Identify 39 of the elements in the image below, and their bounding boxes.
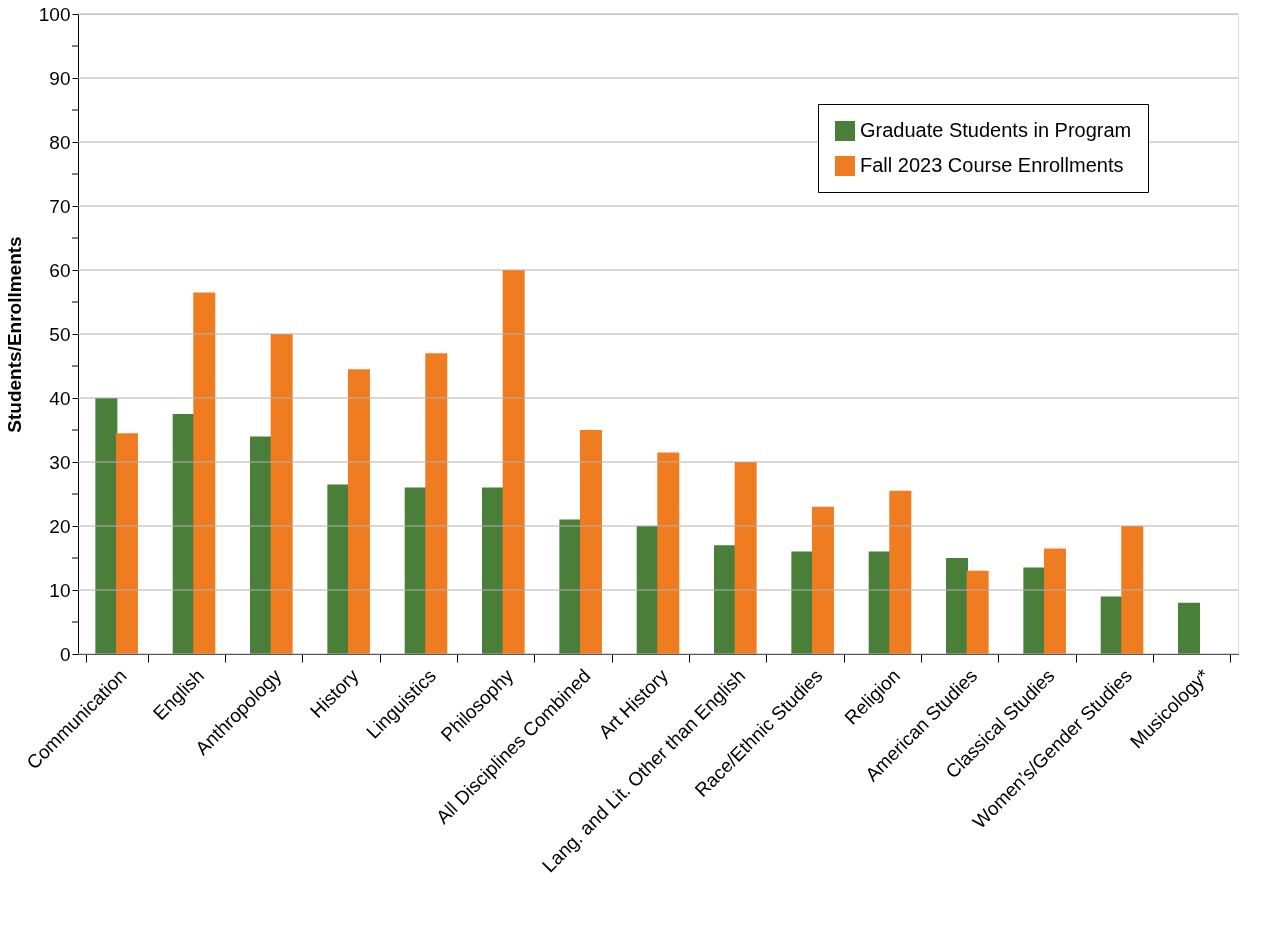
bar	[327, 484, 350, 654]
bar	[193, 292, 216, 654]
bar	[966, 570, 989, 654]
bar	[1178, 602, 1201, 654]
legend-label: Graduate Students in Program	[860, 119, 1132, 141]
y-tick-label: 50	[49, 323, 71, 345]
bar	[559, 519, 582, 654]
bar	[579, 430, 602, 654]
bar	[811, 506, 834, 654]
bar	[889, 490, 912, 654]
y-tick-label: 40	[49, 387, 71, 409]
bar	[482, 487, 505, 654]
y-tick-label: 20	[49, 515, 71, 537]
bar	[347, 369, 370, 654]
bar	[1121, 526, 1144, 654]
bar	[946, 558, 969, 654]
bar	[250, 436, 273, 654]
bar	[270, 334, 293, 654]
bar	[657, 452, 680, 654]
bar	[502, 270, 525, 654]
y-tick-label: 100	[38, 3, 71, 25]
y-tick-label: 10	[49, 579, 71, 601]
bar	[425, 353, 448, 654]
y-axis-title: Students/Enrollments	[3, 236, 25, 433]
bar	[1023, 567, 1046, 654]
y-tick-label: 0	[59, 643, 71, 665]
bar	[1100, 596, 1123, 654]
bar	[791, 551, 814, 654]
bar	[734, 462, 757, 654]
y-tick-label: 60	[49, 259, 71, 281]
bar	[95, 398, 118, 654]
bar	[115, 433, 138, 654]
bar	[1043, 548, 1066, 654]
legend-label: Fall 2023 Course Enrollments	[860, 154, 1124, 176]
y-tick-label: 80	[49, 131, 71, 153]
y-tick-label: 90	[49, 67, 71, 89]
y-tick-label: 70	[49, 195, 71, 217]
y-tick-label: 30	[49, 451, 71, 473]
bar	[714, 545, 737, 654]
